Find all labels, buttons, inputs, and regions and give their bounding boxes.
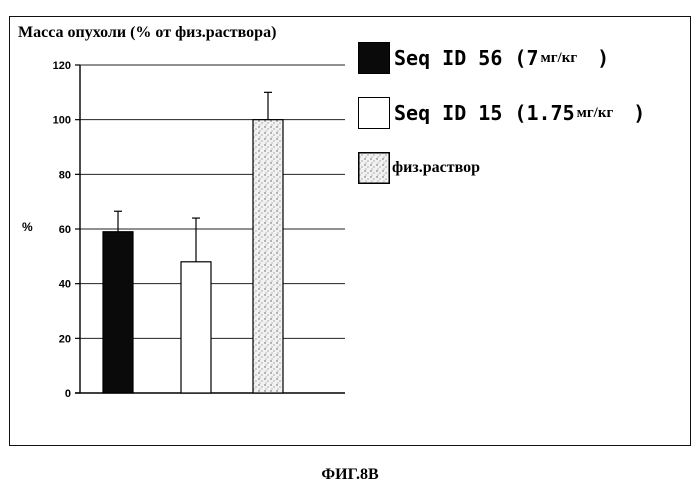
legend-label: Seq ID 15 (1.75: [394, 101, 575, 125]
legend-swatch-stipple: [358, 152, 390, 184]
y-tick-label: 100: [53, 115, 71, 127]
legend-unit: мг/кг: [541, 50, 578, 67]
legend-item-seq-id-15: Seq ID 15 (1.75 мг/кг ): [358, 97, 645, 129]
legend-item-seq-id-56: Seq ID 56 (7 мг/кг ): [358, 42, 609, 74]
figure-caption: ФИГ.8В: [0, 466, 700, 484]
y-tick-label: 60: [59, 224, 71, 236]
legend-paren: ): [633, 101, 645, 125]
legend-paren: ): [597, 46, 609, 70]
y-tick-label: 0: [65, 388, 71, 400]
y-tick-label: 120: [53, 60, 71, 72]
legend-swatch-black: [358, 42, 390, 74]
legend-label: Seq ID 56 (7: [394, 46, 539, 70]
bar-1: [103, 232, 133, 393]
legend-swatch-white: [358, 97, 390, 129]
y-tick-label: 40: [59, 279, 71, 291]
legend-item-saline: физ.раствор: [358, 152, 480, 184]
legend-label: физ.раствор: [392, 159, 480, 177]
legend-unit: мг/кг: [577, 105, 614, 122]
bar-3: [253, 120, 283, 393]
y-tick-label: 20: [59, 333, 71, 345]
y-tick-label: 80: [59, 169, 71, 181]
bar-2: [181, 262, 211, 393]
